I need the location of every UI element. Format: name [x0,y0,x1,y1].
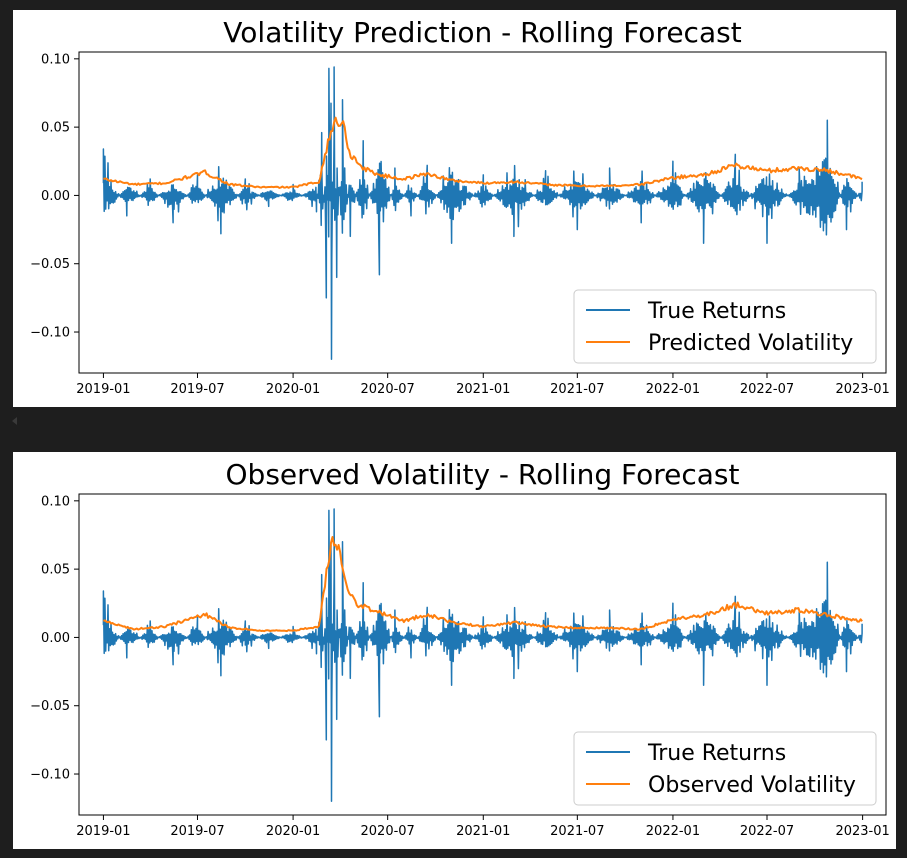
chart-title: Observed Volatility - Rolling Forecast [226,458,740,491]
x-tick-label: 2022-07 [740,382,794,397]
y-tick-label: 0.00 [41,189,70,204]
x-tick-label: 2019-01 [76,824,130,839]
x-tick-label: 2020-07 [361,824,415,839]
x-tick-label: 2020-01 [266,824,320,839]
x-tick-label: 2020-01 [266,382,320,397]
x-tick-label: 2019-07 [170,824,224,839]
plot-area [78,493,887,816]
chart-svg: Volatility Prediction - Rolling Forecast… [30,16,890,397]
x-tick-label: 2020-07 [361,382,415,397]
legend-box [573,731,877,806]
chart-svg: Observed Volatility - Rolling Forecast 0.… [30,458,890,839]
y-tick-label: 0.10 [41,52,70,67]
x-tick-label: 2021-01 [456,382,510,397]
legend-label: True Returns [647,741,786,766]
legend-box [573,289,877,364]
x-tick-label: 2023-01 [835,382,889,397]
y-tick-label: −0.05 [30,699,70,714]
x-tick-label: 2019-01 [76,382,130,397]
scroll-left-arrow-icon[interactable] [12,417,17,425]
series-line-true-returns [102,66,863,361]
chart-title: Volatility Prediction - Rolling Forecast [223,16,741,49]
series-line-volatility [103,536,863,633]
x-tick-label: 2019-07 [170,382,224,397]
y-tick-label: 0.05 [41,563,70,578]
plot-area [78,51,887,374]
x-tick-label: 2022-07 [740,824,794,839]
y-tick-label: −0.10 [30,326,70,341]
chart-panel-volatility-prediction: Volatility Prediction - Rolling Forecast… [13,10,896,407]
x-tick-label: 2023-01 [835,824,889,839]
series-line-volatility [103,116,863,189]
chart-panel-observed-volatility: Observed Volatility - Rolling Forecast 0.… [13,452,896,849]
x-tick-label: 2022-01 [646,824,700,839]
series-line-true-returns [102,508,863,803]
y-tick-label: 0.00 [41,631,70,646]
legend-label: Predicted Volatility [648,331,853,356]
x-tick-label: 2021-07 [550,824,604,839]
y-tick-label: −0.10 [30,768,70,783]
y-tick-label: −0.05 [30,257,70,272]
x-tick-label: 2022-01 [646,382,700,397]
y-tick-label: 0.10 [41,494,70,509]
y-tick-label: 0.05 [41,121,70,136]
x-tick-label: 2021-07 [550,382,604,397]
x-tick-label: 2021-01 [456,824,510,839]
legend-label: True Returns [647,299,786,324]
legend-label: Observed Volatility [648,773,856,798]
